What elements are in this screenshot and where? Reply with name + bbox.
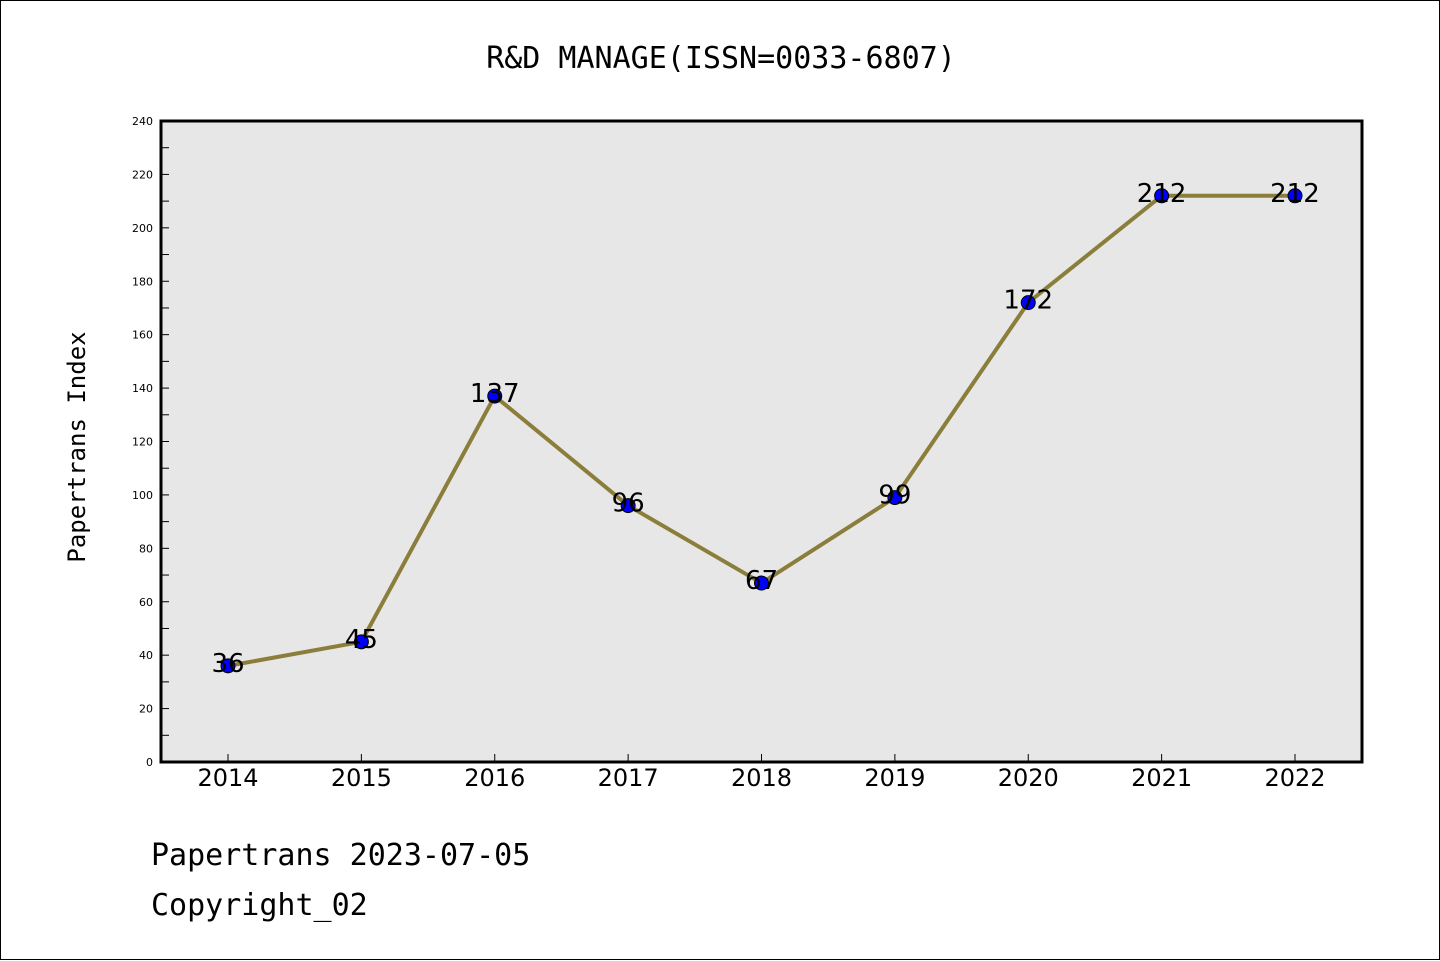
y-tick-label: 160 (132, 329, 153, 342)
chart-title: R&D MANAGE(ISSN=0033-6807) (486, 41, 956, 76)
y-tick-label: 220 (132, 168, 153, 181)
y-tick-label: 120 (132, 436, 153, 449)
x-tick-label: 2021 (1131, 764, 1192, 792)
plot-area (161, 121, 1362, 762)
data-point (1154, 188, 1170, 204)
data-point (353, 634, 369, 650)
data-label: 45 (345, 625, 378, 655)
y-axis-label: Papertrans Index (63, 331, 91, 562)
footer-date: Papertrans 2023-07-05 (151, 838, 530, 873)
x-tick-label: 2016 (464, 764, 525, 792)
y-tick-label: 80 (139, 542, 153, 555)
y-tick-label: 100 (132, 489, 153, 502)
data-labels: 36 45 137 96 67 99 172 212 212 (211, 179, 1319, 679)
data-label: 99 (878, 481, 911, 511)
y-tick-label: 200 (132, 222, 153, 235)
y-tick-label: 40 (139, 649, 153, 662)
data-point (1287, 188, 1303, 204)
data-point (487, 388, 503, 404)
data-label: 172 (1003, 286, 1053, 316)
x-tick-label: 2019 (864, 764, 925, 792)
y-tick-label: 180 (132, 275, 153, 288)
x-tick-label: 2017 (598, 764, 659, 792)
x-tick-label: 2014 (197, 764, 258, 792)
x-tick-label: 2022 (1264, 764, 1325, 792)
x-axis-ticks: 2014 2015 2016 2017 2018 2019 2020 2021 2022 (197, 754, 1326, 792)
data-label: 67 (745, 566, 778, 596)
data-point (1020, 295, 1036, 311)
data-label: 212 (1270, 179, 1320, 209)
y-tick-label: 20 (139, 703, 153, 716)
footer-copyright: Copyright_02 (151, 888, 368, 923)
series-layer (220, 188, 1303, 674)
plot-border (159, 119, 1364, 764)
data-point (220, 658, 236, 674)
data-label: 212 (1137, 179, 1187, 209)
data-point (754, 575, 769, 591)
y-tick-label: 60 (139, 596, 153, 609)
data-label: 36 (211, 649, 244, 679)
x-tick-label: 2020 (998, 764, 1059, 792)
data-label: 96 (612, 489, 645, 519)
x-tick-label: 2018 (731, 764, 792, 792)
data-point (620, 498, 636, 514)
data-point (887, 490, 903, 506)
y-tick-label: 240 (132, 115, 153, 128)
y-tick-label: 140 (132, 382, 153, 395)
x-tick-label: 2015 (331, 764, 392, 792)
y-axis-ticks: 0 20 40 60 80 100 120 140 160 180 200 220 240 (132, 115, 169, 769)
data-label: 137 (470, 379, 520, 409)
y-tick-label: 0 (146, 756, 153, 769)
